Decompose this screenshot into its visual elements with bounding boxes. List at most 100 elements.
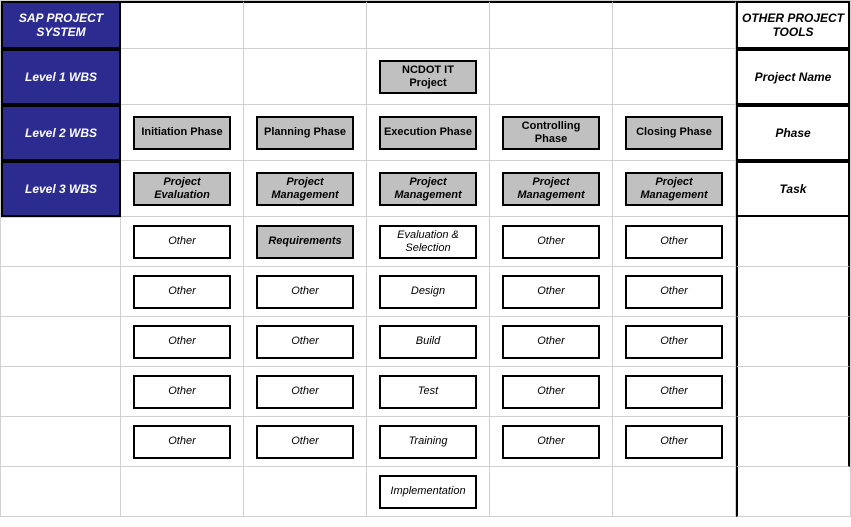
task-box: Other	[256, 425, 354, 459]
task-right-spacer	[736, 267, 850, 317]
task-box: Other	[133, 275, 231, 309]
level-label: Level 3 WBS	[1, 161, 121, 217]
task-cell: Other	[490, 367, 613, 417]
task-box: Build	[379, 325, 477, 359]
level-cell: Project Management	[244, 161, 367, 217]
task-cell: Other	[490, 317, 613, 367]
task-box: Design	[379, 275, 477, 309]
level-cell: Project Evaluation	[121, 161, 244, 217]
task-cell: Other	[244, 317, 367, 367]
task-left-spacer	[1, 217, 121, 267]
level-cell: Project Management	[490, 161, 613, 217]
task-cell: Other	[490, 217, 613, 267]
task-box: Requirements	[256, 225, 354, 259]
task-box: Other	[625, 275, 723, 309]
level-label: Level 1 WBS	[1, 49, 121, 105]
task-box: Training	[379, 425, 477, 459]
task-cell: Requirements	[244, 217, 367, 267]
task-right-spacer	[736, 417, 850, 467]
task-cell: Design	[367, 267, 490, 317]
level-cell: Initiation Phase	[121, 105, 244, 161]
wbs-box: Closing Phase	[625, 116, 723, 150]
task-box: Other	[625, 425, 723, 459]
task-box: Other	[625, 225, 723, 259]
level-cell: Project Management	[367, 161, 490, 217]
task-cell: Other	[613, 417, 736, 467]
task-box: Other	[502, 275, 600, 309]
task-box: Other	[133, 325, 231, 359]
task-cell	[244, 467, 367, 517]
header-spacer	[490, 1, 613, 49]
task-box: Test	[379, 375, 477, 409]
task-cell: Other	[244, 367, 367, 417]
level-label: Level 2 WBS	[1, 105, 121, 161]
task-cell	[121, 467, 244, 517]
task-cell: Other	[613, 317, 736, 367]
task-left-spacer	[1, 367, 121, 417]
task-cell	[490, 467, 613, 517]
task-right-spacer	[736, 367, 850, 417]
task-box: Other	[502, 375, 600, 409]
wbs-box: Project Management	[625, 172, 723, 206]
task-cell: Other	[244, 417, 367, 467]
task-right-spacer	[736, 467, 850, 517]
task-left-spacer	[1, 417, 121, 467]
task-box: Other	[502, 225, 600, 259]
task-right-spacer	[736, 317, 850, 367]
header-spacer	[244, 1, 367, 49]
task-box: Other	[256, 275, 354, 309]
task-box: Other	[625, 325, 723, 359]
level-cell: Execution Phase	[367, 105, 490, 161]
task-box: Other	[625, 375, 723, 409]
header-spacer	[121, 1, 244, 49]
wbs-box: Project Evaluation	[133, 172, 231, 206]
level-right-label: Phase	[736, 105, 850, 161]
task-cell: Other	[490, 267, 613, 317]
task-cell: Other	[121, 367, 244, 417]
task-cell: Other	[613, 267, 736, 317]
task-box: Other	[133, 375, 231, 409]
level-cell	[244, 49, 367, 105]
level-cell: Project Management	[613, 161, 736, 217]
task-cell: Other	[121, 217, 244, 267]
wbs-box: NCDOT IT Project	[379, 60, 477, 94]
level-cell: Planning Phase	[244, 105, 367, 161]
wbs-box: Controlling Phase	[502, 116, 600, 150]
wbs-box: Initiation Phase	[133, 116, 231, 150]
task-box: Evaluation & Selection	[379, 225, 477, 259]
other-tools-header: OTHER PROJECT TOOLS	[736, 1, 850, 49]
task-cell: Other	[121, 317, 244, 367]
header-spacer	[367, 1, 490, 49]
level-right-label: Task	[736, 161, 850, 217]
task-right-spacer	[736, 217, 850, 267]
task-cell: Implementation	[367, 467, 490, 517]
task-box: Other	[502, 325, 600, 359]
task-left-spacer	[1, 467, 121, 517]
task-left-spacer	[1, 267, 121, 317]
level-cell	[121, 49, 244, 105]
task-box: Other	[133, 425, 231, 459]
wbs-grid: SAP PROJECT SYSTEMOTHER PROJECT TOOLSLev…	[0, 0, 851, 517]
task-box: Other	[256, 375, 354, 409]
task-cell	[613, 467, 736, 517]
task-cell: Other	[613, 367, 736, 417]
task-cell: Build	[367, 317, 490, 367]
task-cell: Other	[613, 217, 736, 267]
task-box: Other	[256, 325, 354, 359]
header-spacer	[613, 1, 736, 49]
level-cell: Controlling Phase	[490, 105, 613, 161]
task-cell: Test	[367, 367, 490, 417]
task-cell: Training	[367, 417, 490, 467]
task-cell: Other	[121, 417, 244, 467]
wbs-box: Project Management	[256, 172, 354, 206]
task-cell: Other	[121, 267, 244, 317]
wbs-box: Execution Phase	[379, 116, 477, 150]
task-cell: Other	[244, 267, 367, 317]
level-cell: Closing Phase	[613, 105, 736, 161]
level-cell	[490, 49, 613, 105]
task-box: Other	[133, 225, 231, 259]
wbs-box: Planning Phase	[256, 116, 354, 150]
wbs-box: Project Management	[379, 172, 477, 206]
wbs-box: Project Management	[502, 172, 600, 206]
level-cell: NCDOT IT Project	[367, 49, 490, 105]
